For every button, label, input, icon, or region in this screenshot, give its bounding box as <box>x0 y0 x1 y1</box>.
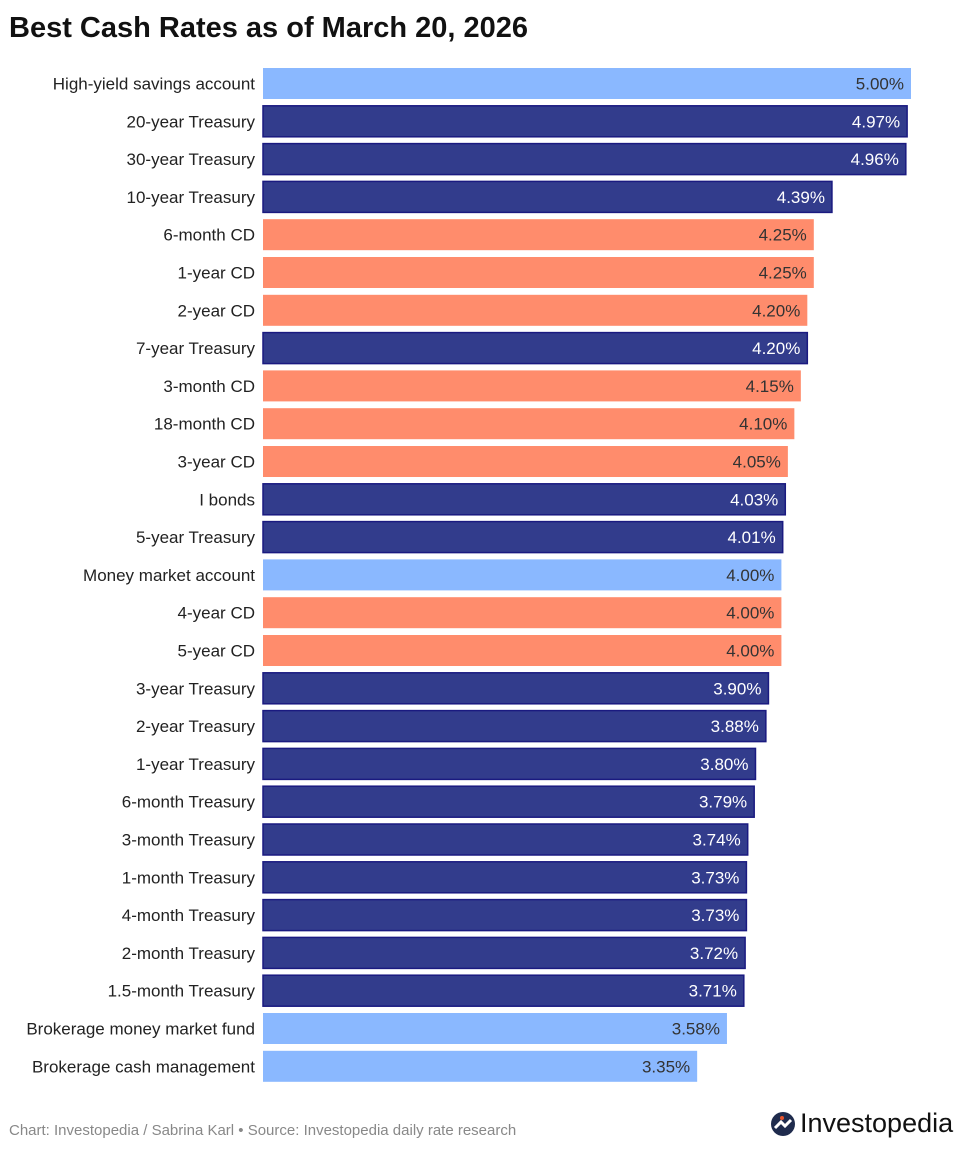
bar <box>263 257 814 288</box>
logo-wordmark: Investopedia <box>800 1108 954 1138</box>
bar <box>263 219 814 251</box>
bar <box>262 483 787 516</box>
chart-title: Best Cash Rates as of March 20, 2026 <box>9 12 529 44</box>
bar-chart: High-yield savings account 5.00% 20-year T… <box>26 68 911 1082</box>
bar <box>263 370 801 402</box>
category-label: 2-month Treasury <box>122 944 256 963</box>
data-label: 3.72% <box>690 944 738 963</box>
bar <box>262 747 757 781</box>
category-label: High-yield savings account <box>53 75 255 94</box>
bar <box>262 936 746 970</box>
data-label: 4.97% <box>852 112 900 131</box>
data-label: 4.25% <box>759 226 807 245</box>
bar <box>263 446 788 477</box>
category-label: 6-month CD <box>163 226 255 245</box>
investopedia-logo: Investopedia <box>770 1108 953 1139</box>
data-label: 3.80% <box>700 755 748 774</box>
category-label: Brokerage cash management <box>32 1057 255 1076</box>
bar <box>263 559 782 591</box>
category-label: Brokerage money market fund <box>26 1020 255 1039</box>
data-label: 4.96% <box>851 150 899 169</box>
bar <box>262 520 784 554</box>
bar <box>262 898 748 932</box>
data-label: 4.39% <box>777 188 825 207</box>
bar <box>262 180 833 214</box>
data-label: 4.00% <box>726 642 774 661</box>
data-label: 4.03% <box>730 490 778 509</box>
category-label: 2-year CD <box>178 301 255 320</box>
bar <box>263 635 782 666</box>
bar <box>262 672 770 705</box>
category-label: 1.5-month Treasury <box>108 982 256 1001</box>
data-label: 3.73% <box>691 868 739 887</box>
category-label: 5-year CD <box>178 642 255 661</box>
data-label: 4.00% <box>726 566 774 585</box>
category-label: 1-month Treasury <box>122 868 256 887</box>
investopedia-logo-icon <box>771 1111 795 1136</box>
data-label: 4.00% <box>726 604 774 623</box>
category-label: 3-year CD <box>178 453 255 472</box>
category-label: 3-month CD <box>163 377 255 396</box>
bar <box>263 408 795 440</box>
data-label: 3.79% <box>699 793 747 812</box>
bar <box>262 823 749 856</box>
bar <box>262 785 755 818</box>
data-label: 3.90% <box>713 679 761 698</box>
category-label: 1-year CD <box>178 264 255 283</box>
category-label: 30-year Treasury <box>127 150 256 169</box>
category-label: 3-year Treasury <box>136 679 256 698</box>
category-label: 6-month Treasury <box>122 793 256 812</box>
data-label: 4.15% <box>746 377 794 396</box>
bar <box>263 597 782 629</box>
data-label: 4.25% <box>759 264 807 283</box>
data-label: 4.10% <box>739 415 787 434</box>
bar <box>262 105 908 138</box>
data-label: 3.58% <box>672 1020 720 1039</box>
data-label: 3.71% <box>689 982 737 1001</box>
category-label: 20-year Treasury <box>127 112 256 131</box>
bar <box>262 861 748 894</box>
category-label: 2-year Treasury <box>136 717 256 736</box>
bar <box>263 1013 727 1044</box>
category-label: 5-year Treasury <box>136 528 256 547</box>
bar <box>263 1050 698 1082</box>
bar <box>262 331 809 365</box>
bar <box>262 709 767 743</box>
data-label: 4.01% <box>727 528 775 547</box>
category-label: Money market account <box>83 566 255 585</box>
bar <box>262 974 745 1007</box>
chart-footer: Chart: Investopedia / Sabrina Karl • Sou… <box>9 1122 517 1139</box>
category-label: 10-year Treasury <box>127 188 256 207</box>
data-label: 4.20% <box>752 301 800 320</box>
category-label: 3-month Treasury <box>122 831 256 850</box>
bar <box>263 294 808 326</box>
data-label: 5.00% <box>856 75 904 94</box>
data-label: 3.74% <box>693 831 741 850</box>
category-label: I bonds <box>199 490 255 509</box>
bar <box>262 142 907 176</box>
data-label: 3.35% <box>642 1057 690 1076</box>
category-label: 7-year Treasury <box>136 339 256 358</box>
data-label: 3.88% <box>711 717 759 736</box>
data-label: 4.05% <box>733 453 781 472</box>
category-label: 1-year Treasury <box>136 755 256 774</box>
category-label: 4-month Treasury <box>122 906 256 925</box>
category-label: 4-year CD <box>178 604 255 623</box>
category-label: 18-month CD <box>154 415 255 434</box>
bar <box>263 68 911 99</box>
data-label: 4.20% <box>752 339 800 358</box>
data-label: 3.73% <box>691 906 739 925</box>
